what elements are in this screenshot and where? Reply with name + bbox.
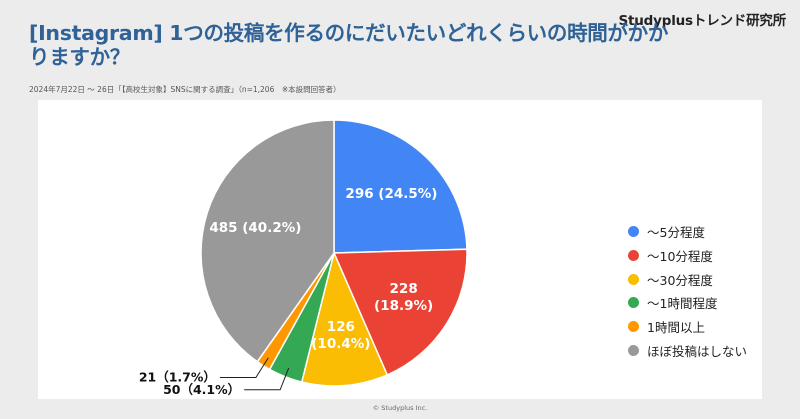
survey-caption: 2024年7月22日 〜 26日「【高校生対象】SNSに関する調査」（n=1,2… xyxy=(29,85,341,94)
leader-line-5 xyxy=(219,357,269,379)
legend-swatch-icon xyxy=(628,226,639,238)
chart-card: 296 (24.5%) 228 (18.9%) 126 (10.4%) 50（4.1%） 2… xyxy=(38,100,762,399)
legend-item-2: 〜10分程度 xyxy=(628,244,747,268)
pie-chart: 296 (24.5%) 228 (18.9%)126 (10.4%) 50（4.1%）2… xyxy=(139,119,468,397)
data-label-4: 50（4.1%） xyxy=(163,382,240,397)
pie-slice-1 xyxy=(333,119,468,254)
data-label-5: 21（1.7%） xyxy=(139,370,216,385)
legend-label: 〜30分程度 xyxy=(647,272,713,288)
legend-item-6: ほぼ投稿はしない xyxy=(628,338,747,362)
pie-slice-3 xyxy=(300,250,389,387)
legend-swatch-icon xyxy=(628,321,639,333)
chart-title: [Instagram] 1つの投稿を作るのにだいたいどれくらいの時間がかかります… xyxy=(29,21,669,69)
data-label-6: 485 (40.2%) xyxy=(209,220,301,236)
legend-item-5: 1時間以上 xyxy=(628,315,747,339)
legend-item-4: 〜1時間程度 xyxy=(628,291,747,315)
legend-item-3: 〜30分程度 xyxy=(628,267,747,291)
copyright: © Studyplus Inc. xyxy=(372,404,428,412)
pie-slice-2 xyxy=(332,248,468,376)
data-label-1: 296 (24.5%) xyxy=(345,186,437,202)
chart-legend: 〜5分程度〜10分程度 〜30分程度 〜1時間程度 1時間以上ほぼ投稿はしない xyxy=(628,220,747,362)
legend-swatch-icon xyxy=(628,297,639,309)
legend-swatch-icon xyxy=(628,273,639,285)
leader-line-4 xyxy=(244,367,290,391)
legend-label: 1時間以上 xyxy=(647,320,705,336)
legend-swatch-icon xyxy=(628,344,639,356)
legend-swatch-icon xyxy=(628,250,639,262)
legend-label: 〜10分程度 xyxy=(647,249,713,265)
legend-label: 〜5分程度 xyxy=(647,225,705,241)
data-label-2: 228 (18.9%) xyxy=(374,281,433,314)
data-label-3: 126 (10.4%) xyxy=(311,319,370,352)
legend-label: ほぼ投稿はしない xyxy=(647,343,748,359)
legend-item-1: 〜5分程度 xyxy=(628,220,747,244)
brand-logo: Studyplusトレンド研究所 xyxy=(618,13,787,29)
pie-slice-6 xyxy=(200,119,335,363)
legend-label: 〜1時間程度 xyxy=(647,296,718,312)
